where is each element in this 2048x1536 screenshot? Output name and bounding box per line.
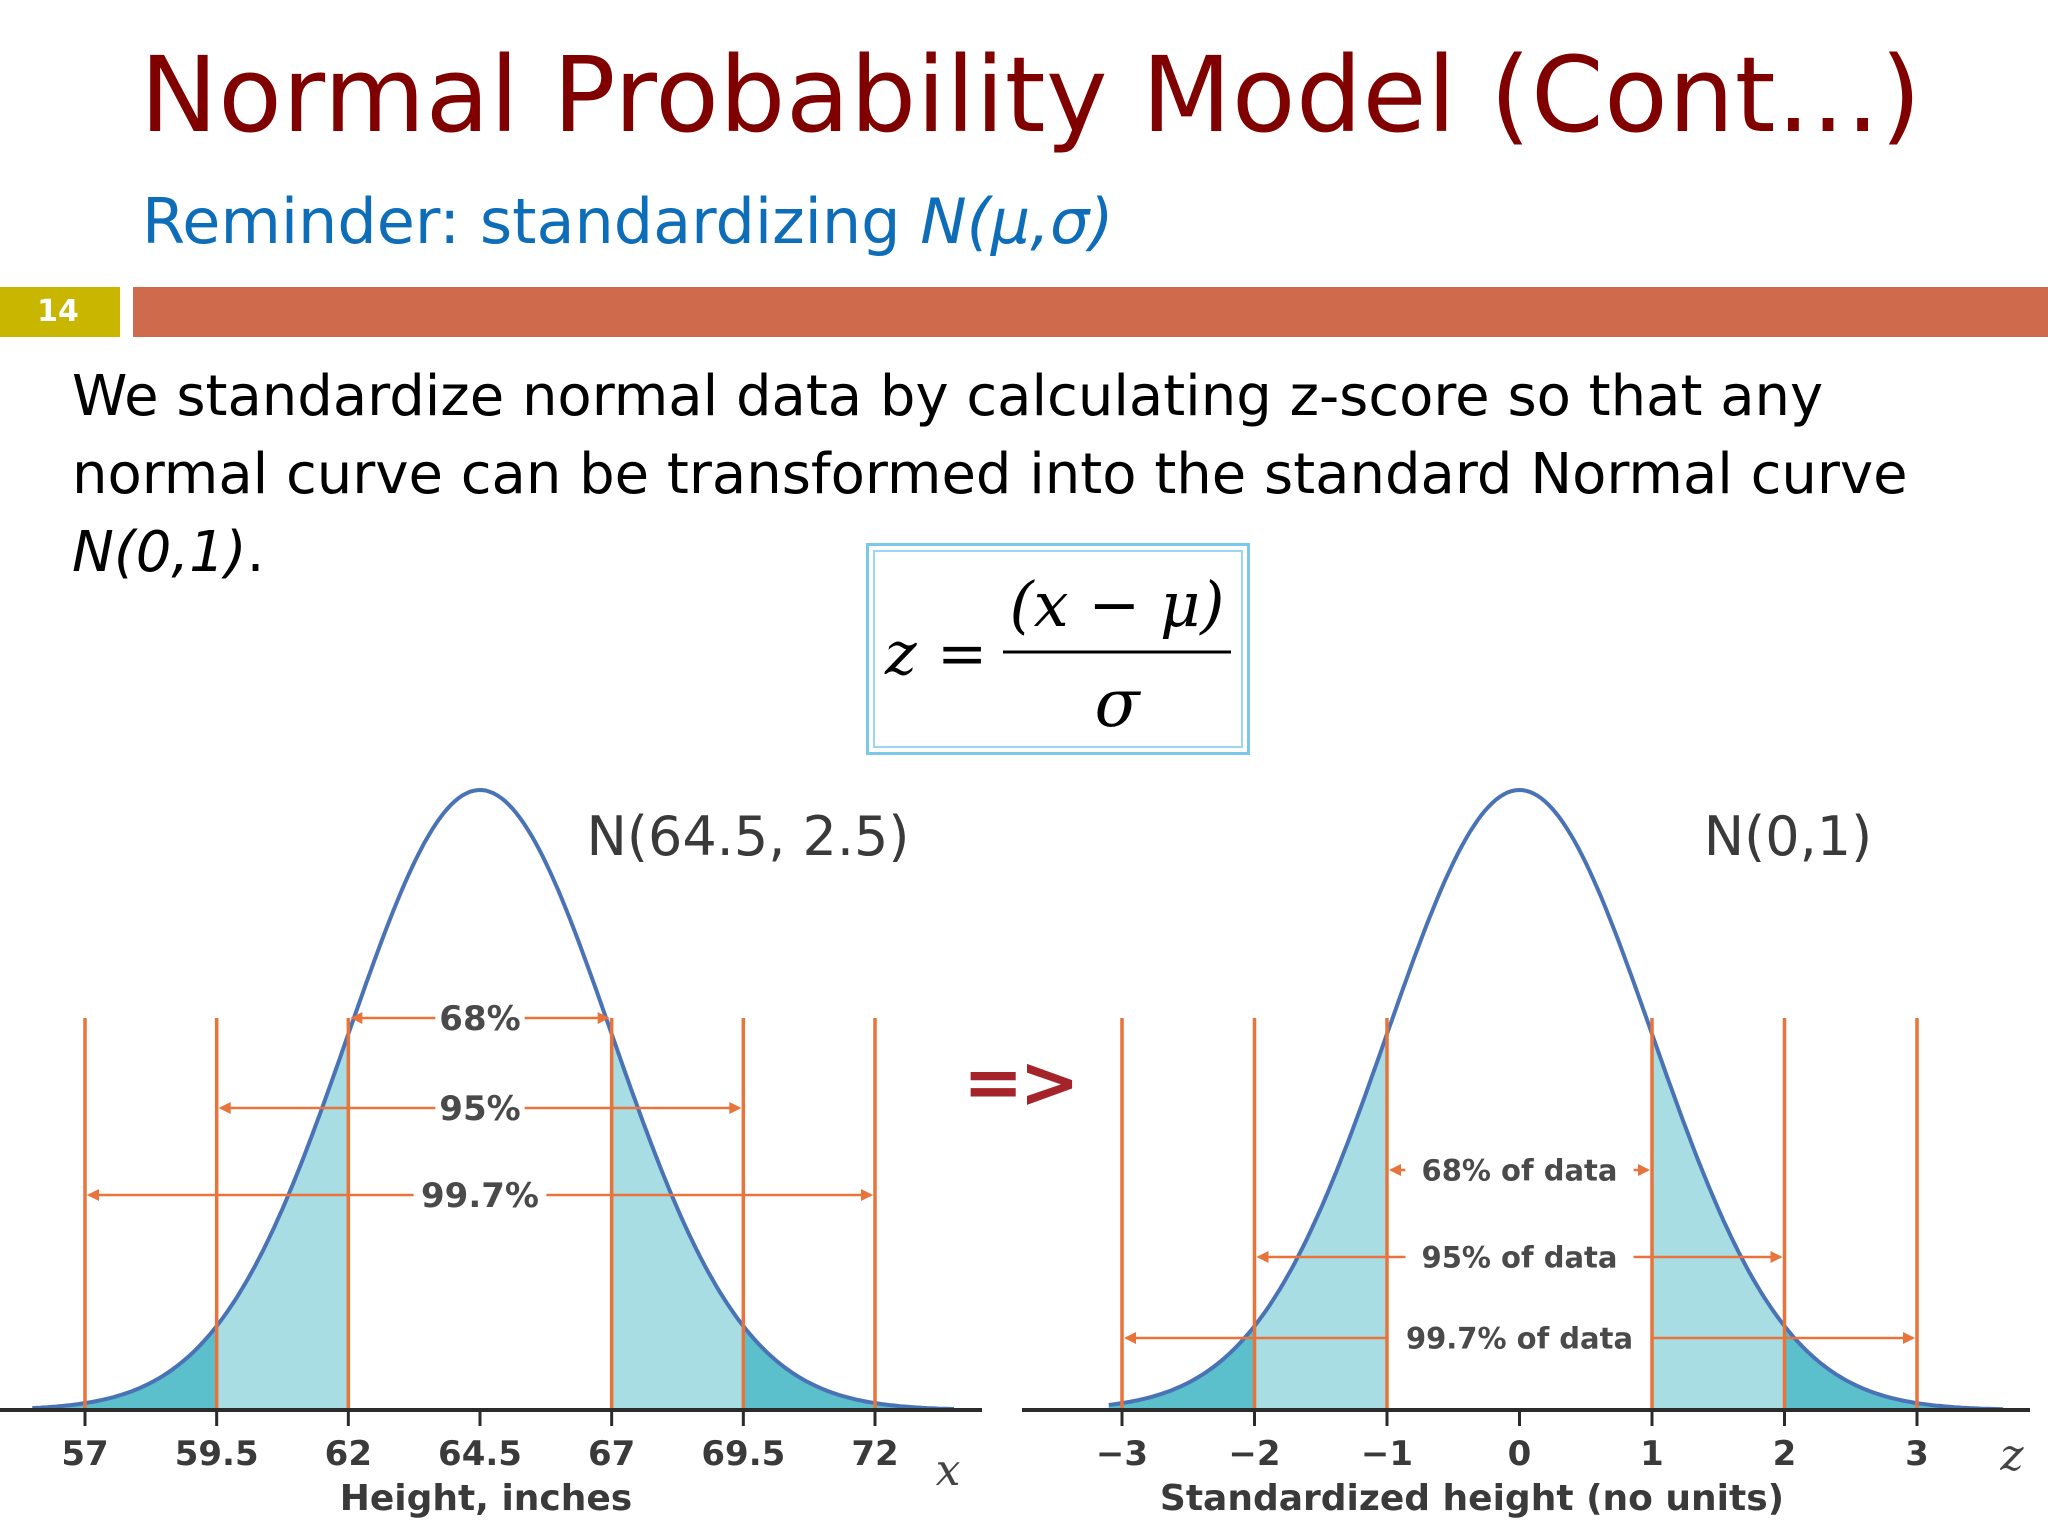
interval-arrowhead-right: [1903, 1332, 1915, 1344]
x-tick-label: 3: [1905, 1434, 1929, 1474]
body-paragraph: We standardize normal data by calculatin…: [72, 358, 2032, 592]
curve-center-fill: [1387, 790, 1652, 1410]
x-axis-label: Height, inches: [340, 1478, 632, 1519]
x-tick-label: 57: [61, 1434, 108, 1474]
x-tick-label: 62: [325, 1434, 372, 1474]
slide-title: Normal Probability Model (Cont…): [140, 34, 1922, 156]
interval-arrowhead-left: [1389, 1164, 1401, 1176]
interval-arrowhead-right: [861, 1189, 873, 1201]
formula-numerator: (x − μ): [1009, 568, 1224, 641]
interval-arrowhead-left: [350, 1012, 363, 1024]
formula-lhs: z: [884, 619, 917, 689]
x-tick-label: 72: [851, 1434, 898, 1474]
interval-label: 68%: [439, 999, 520, 1039]
interval-arrowhead-left: [87, 1189, 99, 1201]
distribution-title: N(64.5, 2.5): [587, 805, 910, 868]
interval-arrowhead-left: [218, 1102, 231, 1114]
x-tick-label: 67: [588, 1434, 635, 1474]
body-period: .: [246, 520, 265, 585]
x-tick-label: 2: [1773, 1434, 1797, 1474]
subtitle-math: N(μ,σ): [920, 185, 1114, 258]
x-tick-label: −2: [1228, 1434, 1280, 1474]
distribution-title: N(0,1): [1704, 805, 1872, 868]
interval-arrowhead-right: [1638, 1164, 1650, 1176]
axis-symbol: z: [1999, 1430, 2024, 1481]
interval-label: 95%: [439, 1089, 520, 1129]
interval-arrowhead-right: [729, 1102, 742, 1114]
subtitle-text: Reminder: standardizing: [142, 185, 921, 258]
curve-tail-fill: [1108, 1326, 1255, 1410]
slide-number: 14: [37, 294, 79, 329]
x-axis-label: Standardized height (no units): [1160, 1478, 1784, 1519]
header-rule-bar: [133, 287, 2048, 337]
z-score-formula: z = (x − μ) σ: [884, 568, 1231, 742]
body-text: We standardize normal data by calculatin…: [72, 364, 1908, 507]
formula-denominator: σ: [1094, 665, 1141, 742]
x-tick-label: 69.5: [701, 1434, 785, 1474]
x-tick-label: 1: [1640, 1434, 1664, 1474]
formula-equals: =: [937, 619, 987, 689]
interval-arrowhead-right: [597, 1012, 610, 1024]
interval-arrowhead-left: [1256, 1251, 1269, 1263]
chart-panel-1: 68% of data 95% of data 99.7% of data −3 −2 −…: [1022, 787, 2030, 1519]
formula-inner-border: [873, 550, 1243, 748]
slide-number-badge: 14: [0, 287, 120, 337]
interval-arrowhead-right: [1770, 1251, 1783, 1263]
density-curve-line: [1108, 787, 2004, 1412]
x-tick-label: 64.5: [438, 1434, 522, 1474]
interval-label: 68% of data: [1422, 1153, 1618, 1187]
interval-label: 99.7% of data: [1406, 1321, 1633, 1355]
x-tick-label: 59.5: [175, 1434, 259, 1474]
interval-arrowhead-left: [1124, 1332, 1136, 1344]
curve-tail-fill: [1784, 1326, 2004, 1410]
curve-center-fill: [348, 790, 612, 1410]
curve-tail-fill: [32, 1326, 217, 1410]
x-tick-label: 0: [1508, 1434, 1532, 1474]
z-score-formula-box: z = (x − μ) σ: [866, 543, 1250, 755]
slide-subtitle: Reminder: standardizing N(μ,σ): [142, 185, 1114, 258]
x-tick-label: −1: [1361, 1434, 1413, 1474]
interval-label: 99.7%: [421, 1176, 539, 1216]
transform-arrow: =>: [963, 1040, 1080, 1124]
x-tick-label: −3: [1096, 1434, 1148, 1474]
body-math: N(0,1): [72, 520, 247, 585]
density-curve-line: [32, 787, 955, 1411]
axis-symbol: x: [936, 1445, 961, 1496]
interval-label: 95% of data: [1422, 1240, 1618, 1274]
chart-panel-0: 68% 95% 99.7% 57 59.5 62 64.5 67 69.5 72 x Height, …: [0, 787, 982, 1519]
curve-tail-fill: [743, 1326, 954, 1410]
